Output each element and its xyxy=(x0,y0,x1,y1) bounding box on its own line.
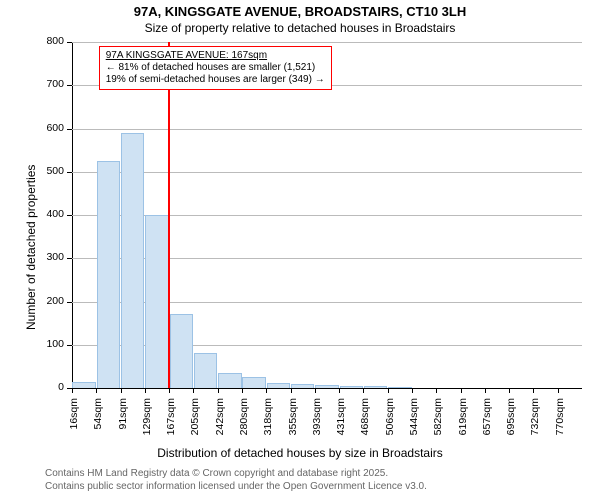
x-tick-label: 54sqm xyxy=(92,398,104,448)
x-tick-label: 732sqm xyxy=(529,398,541,448)
grid-line xyxy=(72,172,582,173)
x-tick-label: 695sqm xyxy=(505,398,517,448)
y-tick xyxy=(67,215,72,216)
x-tick xyxy=(291,388,292,393)
x-tick xyxy=(145,388,146,393)
y-tick xyxy=(67,345,72,346)
x-tick-label: 431sqm xyxy=(335,398,347,448)
x-tick-label: 318sqm xyxy=(262,398,274,448)
attribution-line-1: Contains HM Land Registry data © Crown c… xyxy=(45,468,427,481)
x-tick xyxy=(315,388,316,393)
page-subtitle: Size of property relative to detached ho… xyxy=(0,21,600,35)
attribution-footer: Contains HM Land Registry data © Crown c… xyxy=(45,468,427,493)
subject-property-line xyxy=(168,42,170,388)
x-tick-label: 205sqm xyxy=(189,398,201,448)
x-axis-line xyxy=(72,388,582,389)
y-tick xyxy=(67,42,72,43)
x-tick xyxy=(461,388,462,393)
y-tick-label: 800 xyxy=(32,35,64,47)
y-tick-label: 600 xyxy=(32,122,64,134)
histogram-bar xyxy=(218,373,242,388)
y-tick-label: 500 xyxy=(32,165,64,177)
histogram-bar xyxy=(267,383,291,388)
x-tick-label: 242sqm xyxy=(214,398,226,448)
histogram-bar xyxy=(170,314,194,388)
x-tick xyxy=(72,388,73,393)
x-tick-label: 619sqm xyxy=(457,398,469,448)
x-tick xyxy=(242,388,243,393)
x-tick xyxy=(485,388,486,393)
x-tick xyxy=(218,388,219,393)
y-tick xyxy=(67,258,72,259)
histogram-bar xyxy=(194,353,218,388)
x-tick xyxy=(193,388,194,393)
grid-line xyxy=(72,42,582,43)
x-tick-label: 582sqm xyxy=(432,398,444,448)
y-tick xyxy=(67,85,72,86)
y-tick xyxy=(67,302,72,303)
annotation-box: 97A KINGSGATE AVENUE: 167sqm← 81% of det… xyxy=(99,46,332,90)
x-tick xyxy=(363,388,364,393)
x-tick-label: 770sqm xyxy=(554,398,566,448)
histogram-bar xyxy=(242,377,266,388)
x-tick xyxy=(412,388,413,393)
histogram-bar xyxy=(97,161,121,388)
annotation-title: 97A KINGSGATE AVENUE: 167sqm xyxy=(106,50,325,62)
histogram-bar xyxy=(121,133,145,388)
histogram-bar xyxy=(145,215,169,388)
x-tick xyxy=(96,388,97,393)
x-tick xyxy=(533,388,534,393)
x-tick xyxy=(509,388,510,393)
x-axis-label: Distribution of detached houses by size … xyxy=(0,446,600,460)
page-title: 97A, KINGSGATE AVENUE, BROADSTAIRS, CT10… xyxy=(0,4,600,19)
histogram-bar xyxy=(340,386,364,388)
x-tick xyxy=(388,388,389,393)
x-tick xyxy=(169,388,170,393)
histogram-bar xyxy=(364,386,388,388)
y-tick-label: 700 xyxy=(32,78,64,90)
histogram-bar xyxy=(72,382,96,388)
annotation-smaller: ← 81% of detached houses are smaller (1,… xyxy=(106,62,325,74)
y-tick-label: 400 xyxy=(32,208,64,220)
x-tick-label: 544sqm xyxy=(408,398,420,448)
x-tick-label: 167sqm xyxy=(165,398,177,448)
x-tick-label: 393sqm xyxy=(311,398,323,448)
x-tick xyxy=(121,388,122,393)
x-tick xyxy=(339,388,340,393)
x-tick-label: 506sqm xyxy=(384,398,396,448)
y-tick-label: 0 xyxy=(32,381,64,393)
attribution-line-2: Contains public sector information licen… xyxy=(45,481,427,494)
y-tick xyxy=(67,129,72,130)
x-tick xyxy=(436,388,437,393)
x-tick-label: 91sqm xyxy=(117,398,129,448)
annotation-larger: 19% of semi-detached houses are larger (… xyxy=(106,74,325,86)
x-tick xyxy=(558,388,559,393)
x-tick-label: 280sqm xyxy=(238,398,250,448)
x-tick-label: 355sqm xyxy=(287,398,299,448)
x-tick-label: 16sqm xyxy=(68,398,80,448)
y-tick xyxy=(67,172,72,173)
y-tick-label: 300 xyxy=(32,251,64,263)
histogram-bar xyxy=(388,387,412,388)
x-tick-label: 657sqm xyxy=(481,398,493,448)
chart-plot-area: 010020030040050060070080016sqm54sqm91sqm… xyxy=(72,42,582,388)
grid-line xyxy=(72,129,582,130)
x-tick xyxy=(266,388,267,393)
x-tick-label: 129sqm xyxy=(141,398,153,448)
x-tick-label: 468sqm xyxy=(359,398,371,448)
histogram-bar xyxy=(291,384,315,388)
y-tick-label: 200 xyxy=(32,295,64,307)
y-tick-label: 100 xyxy=(32,338,64,350)
histogram-bar xyxy=(315,385,339,388)
